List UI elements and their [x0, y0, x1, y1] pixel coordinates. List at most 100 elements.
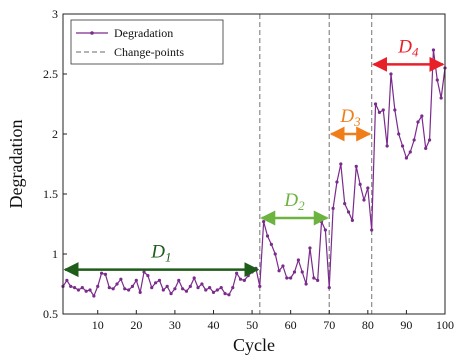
degradation-point: [235, 271, 239, 275]
degradation-point: [223, 292, 227, 296]
phase-1-subscript: 1: [165, 250, 172, 265]
legend-degradation-label: Degradation: [114, 26, 173, 40]
phase-2-letter: D: [283, 190, 298, 211]
degradation-point: [184, 289, 189, 293]
degradation-point: [150, 286, 154, 290]
x-tick-label: 70: [323, 318, 335, 332]
degradation-point: [435, 78, 439, 82]
plot-frame: [62, 13, 446, 315]
phase-3-label: D3: [339, 106, 361, 129]
degradation-point: [312, 276, 316, 280]
degradation-point: [389, 72, 393, 76]
legend-box: [70, 19, 224, 65]
degradation-point: [385, 144, 389, 148]
degradation-point: [215, 288, 219, 292]
degradation-point: [196, 286, 200, 290]
degradation-point: [188, 284, 192, 288]
degradation-point: [177, 278, 181, 282]
degradation-point: [103, 272, 108, 276]
degradation-point: [72, 286, 77, 290]
degradation-point: [146, 274, 150, 278]
degradation-point: [246, 274, 250, 278]
degradation-point: [173, 287, 177, 291]
x-tick-label: 90: [400, 318, 412, 332]
phase-4-subscript: 4: [412, 44, 419, 59]
degradation-point: [416, 120, 420, 124]
degradation-point: [157, 278, 162, 282]
x-tick-label: 80: [362, 318, 374, 332]
degradation-point: [366, 186, 370, 190]
degradation-point: [258, 284, 262, 288]
legend: Degradation Change-points: [70, 19, 224, 65]
degradation-point: [404, 156, 409, 160]
degradation-point: [165, 284, 169, 288]
degradation-point: [154, 281, 158, 285]
degradation-point: [181, 287, 185, 291]
degradation-point: [358, 182, 362, 186]
degradation-point: [393, 108, 397, 112]
y-tick-label: 2: [52, 127, 58, 141]
degradation-point: [343, 202, 347, 206]
degradation-point: [242, 278, 246, 282]
degradation-point: [381, 108, 385, 112]
phase-4-letter: D: [397, 36, 412, 57]
degradation-point: [65, 278, 69, 282]
degradation-point: [219, 286, 223, 290]
phase-3-subscript: 3: [353, 114, 361, 129]
degradation-point: [296, 258, 300, 262]
degradation-point: [126, 288, 131, 292]
legend-degradation-marker: [90, 31, 94, 35]
degradation-point: [169, 292, 173, 296]
degradation-point: [370, 228, 374, 232]
legend-changepoint-label: Change-points: [114, 45, 184, 59]
degradation-point: [277, 269, 281, 273]
degradation-point: [111, 287, 115, 291]
degradation-point: [265, 234, 270, 238]
degradation-point: [107, 286, 111, 290]
degradation-point: [161, 288, 165, 292]
degradation-series-line: [62, 49, 446, 297]
x-tick-label: 100: [436, 318, 454, 332]
degradation-point: [231, 286, 235, 290]
degradation-point: [339, 162, 343, 166]
degradation-point: [427, 138, 432, 142]
y-tick-label: 3: [52, 7, 58, 21]
degradation-point: [88, 288, 92, 292]
degradation-point: [424, 146, 428, 150]
degradation-point: [204, 288, 208, 292]
y-axis-label: Degradation: [6, 120, 26, 209]
degradation-point: [439, 96, 443, 100]
degradation-point: [354, 164, 358, 168]
y-tick-label: 1.5: [43, 187, 58, 201]
degradation-point: [292, 270, 297, 274]
degradation-point: [308, 246, 312, 250]
degradation-point: [362, 198, 366, 202]
y-tick-label: 0.5: [43, 307, 58, 321]
x-tick-label: 30: [169, 318, 181, 332]
degradation-point: [80, 286, 84, 290]
degradation-point: [281, 264, 285, 268]
phase-2-subscript: 2: [298, 198, 305, 213]
degradation-point: [76, 288, 81, 292]
degradation-point: [192, 276, 196, 280]
y-tick-label: 1: [52, 247, 58, 261]
degradation-point: [115, 282, 119, 286]
degradation-point: [327, 286, 331, 290]
degradation-point: [250, 270, 254, 274]
degradation-point: [200, 282, 204, 286]
degradation-point: [331, 206, 335, 210]
degradation-point: [400, 144, 405, 148]
degradation-point: [238, 277, 243, 281]
degradation-point: [304, 282, 308, 286]
degradation-point: [373, 102, 378, 106]
degradation-point: [69, 284, 73, 288]
degradation-point: [138, 290, 142, 294]
degradation-point: [316, 278, 320, 282]
degradation-point: [408, 150, 412, 154]
x-tick-label: 60: [285, 318, 297, 332]
phase-2-label: D2: [283, 190, 305, 213]
phase-1-letter: D: [150, 242, 165, 263]
degradation-point: [300, 270, 304, 274]
degradation-point: [99, 271, 104, 275]
